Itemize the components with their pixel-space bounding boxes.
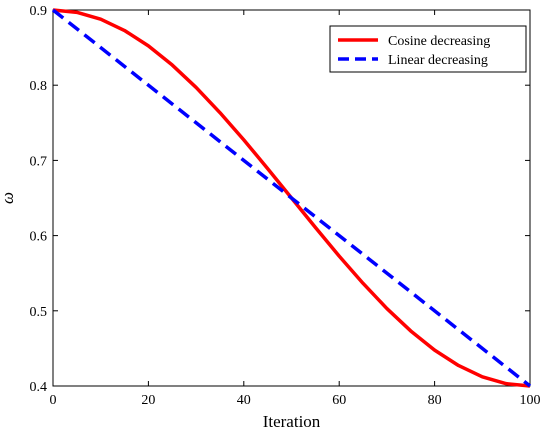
plot-frame xyxy=(52,9,531,387)
y-axis-label: ω xyxy=(0,192,17,204)
x-tick-label: 80 xyxy=(428,393,442,408)
legend: Cosine decreasing Linear decreasing xyxy=(329,25,527,73)
y-tick-label: 0.4 xyxy=(30,380,48,395)
x-tick-label: 0 xyxy=(50,393,57,408)
legend-label-linear: Linear decreasing xyxy=(388,53,488,68)
y-tick-label: 0.8 xyxy=(30,79,48,94)
legend-box xyxy=(329,25,527,73)
x-tick-label: 100 xyxy=(520,393,541,408)
series-line-linear xyxy=(51,8,532,388)
legend-label-cosine: Cosine decreasing xyxy=(388,34,490,49)
axis-ticks xyxy=(52,9,531,387)
x-tick-label: 40 xyxy=(237,393,251,408)
x-tick-label: 20 xyxy=(141,393,155,408)
y-tick-label: 0.6 xyxy=(30,230,48,245)
x-tick-label: 60 xyxy=(332,393,346,408)
tick-labels: 0 20 40 60 80 100 0.4 0.5 0.6 0.7 0.8 0.9 xyxy=(30,4,541,408)
y-tick-label: 0.7 xyxy=(30,154,48,169)
y-tick-label: 0.5 xyxy=(30,305,48,320)
x-axis-label: Iteration xyxy=(263,412,321,431)
series-layer xyxy=(51,8,532,388)
y-tick-label: 0.9 xyxy=(30,4,48,19)
